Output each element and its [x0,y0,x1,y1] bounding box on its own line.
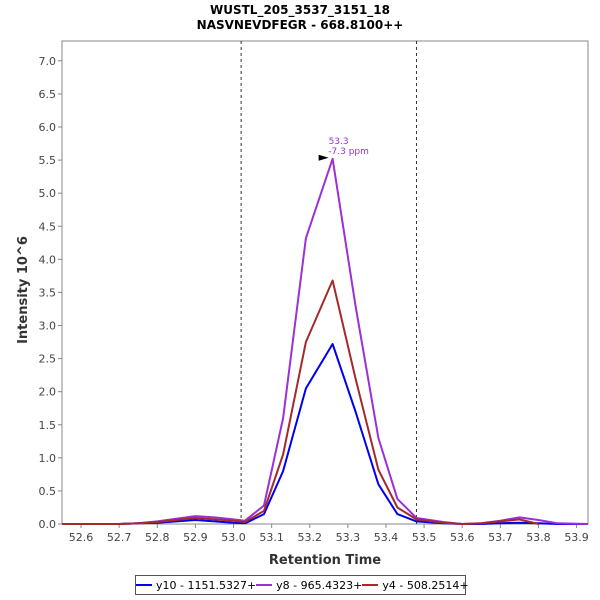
x-tick-label: 53.5 [412,531,437,544]
y-tick-label: 7.0 [39,55,57,68]
y-tick-label: 0.5 [39,485,57,498]
x-tick-label: 53.8 [526,531,551,544]
x-tick-label: 53.2 [298,531,323,544]
y-tick-label: 6.5 [39,88,57,101]
y-axis-label: Intensity 10^6 [16,236,31,344]
y-tick-label: 1.0 [39,452,57,465]
x-tick-label: 53.1 [259,531,284,544]
legend: y10 - 1151.5327+ y8 - 965.4323+ y4 - 508… [135,575,466,595]
y-tick-label: 3.5 [39,286,57,299]
y-tick-label: 3.0 [39,320,57,333]
chart-title: WUSTL_205_3537_3151_18 [210,3,390,18]
y-axis: 0.0 0.5 1.0 1.5 2.0 2.5 3.0 3.5 4.0 4.5 5.0 5.5 6.0 6… [39,55,63,531]
y-tick-label: 2.5 [39,353,57,366]
x-tick-label: 52.7 [107,531,132,544]
y-tick-label: 2.0 [39,386,57,399]
legend-label-y4: y4 - 508.2514+ [382,579,468,592]
legend-label-y8: y8 - 965.4323+ [276,579,362,592]
legend-swatch-y8 [256,584,272,586]
legend-item-y8: y8 - 965.4323+ [256,579,362,592]
plot-area [62,41,588,524]
x-axis-label: Retention Time [269,553,381,568]
legend-label-y10: y10 - 1151.5327+ [156,579,256,592]
legend-item-y4: y4 - 508.2514+ [362,579,468,592]
peak-ppm-label: -7.3 ppm [328,147,369,157]
x-tick-label: 53.4 [374,531,399,544]
legend-item-y10: y10 - 1151.5327+ [136,579,256,592]
y-tick-label: 1.5 [39,419,57,432]
x-tick-label: 52.9 [183,531,208,544]
y-tick-label: 0.0 [39,518,57,531]
y-tick-label: 6.0 [39,121,57,134]
x-axis: 52.6 52.7 52.8 52.9 53.0 53.1 53.2 53.3 53.4 53.5… [69,524,589,544]
x-tick-label: 53.9 [564,531,589,544]
peak-rt-label: 53.3 [329,137,349,147]
x-tick-label: 53.7 [488,531,513,544]
y-tick-label: 5.5 [39,154,57,167]
chart-subtitle: NASVNEVDFEGR - 668.8100++ [197,18,404,32]
y-tick-label: 5.0 [39,187,57,200]
legend-swatch-y10 [136,584,152,586]
x-tick-label: 52.8 [145,531,170,544]
x-tick-label: 53.3 [336,531,361,544]
y-tick-label: 4.0 [39,253,57,266]
x-tick-label: 53.6 [450,531,475,544]
x-tick-label: 52.6 [69,531,94,544]
legend-swatch-y4 [362,584,378,586]
x-tick-label: 53.0 [221,531,246,544]
y-tick-label: 4.5 [39,220,57,233]
